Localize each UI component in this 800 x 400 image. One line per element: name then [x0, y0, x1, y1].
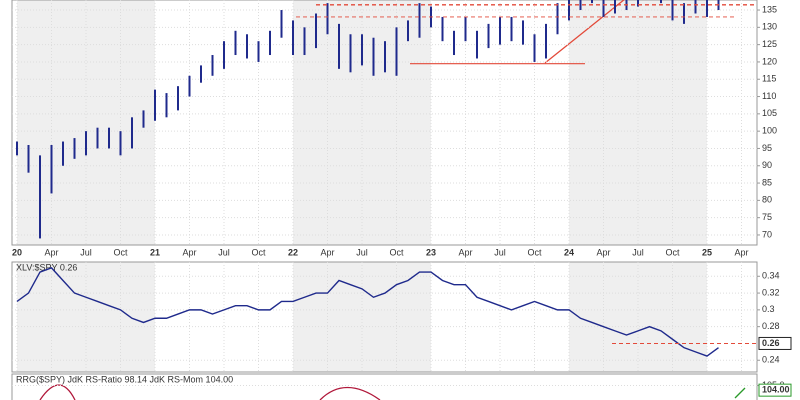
price-series	[16, 0, 720, 239]
y-tick-label: 130	[762, 22, 777, 32]
x-tick-label: Oct	[665, 247, 680, 257]
x-tick-label: Apr	[458, 247, 472, 257]
y-tick-label: 135	[762, 4, 777, 14]
x-tick-label: Apr	[320, 247, 334, 257]
y-tick-label: 120	[762, 56, 777, 66]
last-value-box	[758, 336, 792, 350]
x-tick-label: Oct	[113, 247, 128, 257]
x-tick-label: Apr	[44, 247, 58, 257]
x-tick-label: Apr	[182, 247, 196, 257]
x-tick-label: Oct	[527, 247, 542, 257]
y-tick-label: 95	[762, 143, 772, 153]
x-tick-label: Jul	[494, 247, 506, 257]
x-tick-label: Jul	[632, 247, 644, 257]
rrg-panel	[11, 373, 758, 400]
x-tick-label: Jul	[80, 247, 92, 257]
rrg-title: RRG($SPY) JdK RS-Ratio 98.14 JdK RS-Mom …	[16, 374, 233, 384]
x-tick-label: 25	[702, 247, 712, 257]
rrg-mom-curve	[734, 387, 746, 399]
x-tick-label: Apr	[596, 247, 610, 257]
y-tick-label: 105	[762, 108, 777, 118]
y-tick-label: 75	[762, 212, 772, 222]
y-tick-label: 110	[762, 91, 776, 101]
x-tick-label: Oct	[389, 247, 404, 257]
ratio-line	[16, 267, 719, 357]
y-tick-label: 85	[762, 177, 772, 187]
x-tick-label: Jul	[356, 247, 368, 257]
y-tick-label: 0.3	[762, 304, 775, 314]
y-tick-label: 0.34	[762, 271, 780, 281]
x-tick-label: 22	[288, 247, 298, 257]
y-tick-label: 70	[762, 229, 772, 239]
last-value-label: 0.26	[762, 338, 780, 348]
y-tick-label: 0.28	[762, 321, 780, 331]
x-tick-label: Apr	[734, 247, 748, 257]
ratio-title: XLV:$SPY 0.26	[16, 262, 77, 272]
y-tick-label: 115	[762, 74, 776, 84]
y-tick-label: 80	[762, 195, 772, 205]
x-tick-label: Oct	[251, 247, 266, 257]
last-value-box	[758, 383, 792, 397]
y-tick-label: 125	[762, 39, 777, 49]
x-tick-label: 20	[12, 247, 22, 257]
x-tick-label: 21	[150, 247, 160, 257]
price-panel	[11, 0, 758, 246]
ratio-panel	[11, 261, 758, 373]
last-value-label: 104.00	[762, 385, 790, 395]
y-tick-label: 100	[762, 126, 777, 136]
x-tick-label: Jul	[218, 247, 230, 257]
y-tick-label: 0.32	[762, 287, 780, 297]
x-tick-label: 23	[426, 247, 436, 257]
x-tick-label: 24	[564, 247, 574, 257]
y-tick-label: 0.24	[762, 355, 780, 365]
ratio-series	[16, 267, 719, 357]
rrg-curve	[39, 384, 381, 400]
y-tick-label: 90	[762, 160, 772, 170]
